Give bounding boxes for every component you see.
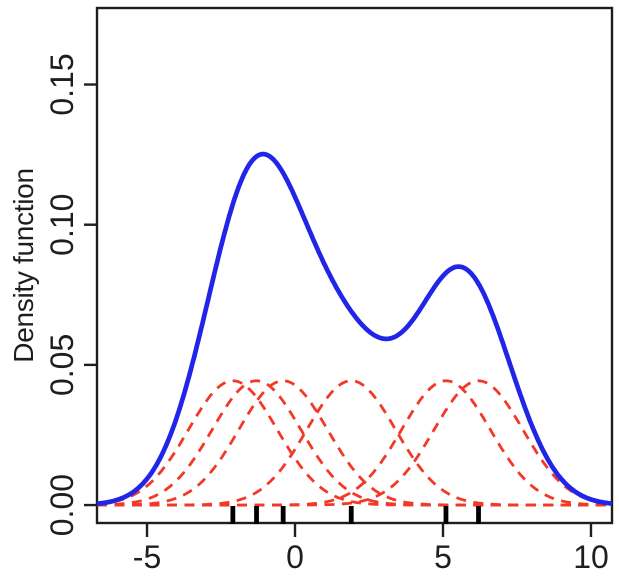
y-axis-title: Density function (8, 168, 39, 362)
x-tick-label: -5 (133, 539, 161, 575)
x-axis: -5 0 5 10 (133, 523, 609, 575)
y-tick-label: 0.10 (44, 194, 80, 256)
kernel-curve (97, 379, 612, 507)
y-tick-label: 0.00 (44, 474, 80, 536)
kernel-curve (97, 379, 612, 507)
x-tick-label: 5 (434, 539, 452, 575)
x-tick-label: 0 (286, 539, 304, 575)
individual-kernel-curves (97, 379, 612, 507)
plot-box (95, 6, 614, 525)
y-tick-label: 0.15 (44, 53, 80, 115)
kernel-curve (97, 379, 612, 507)
kernel-curve (97, 379, 612, 507)
rug-marks (230, 506, 481, 524)
kernel-curve (97, 379, 612, 507)
x-tick-label: 10 (573, 539, 609, 575)
kde-sum-curve (97, 151, 612, 507)
kde-curve (97, 151, 612, 507)
y-axis: 0.00 0.05 0.10 0.15 (44, 53, 97, 536)
y-tick-label: 0.05 (44, 334, 80, 396)
kernel-curve (97, 379, 612, 507)
